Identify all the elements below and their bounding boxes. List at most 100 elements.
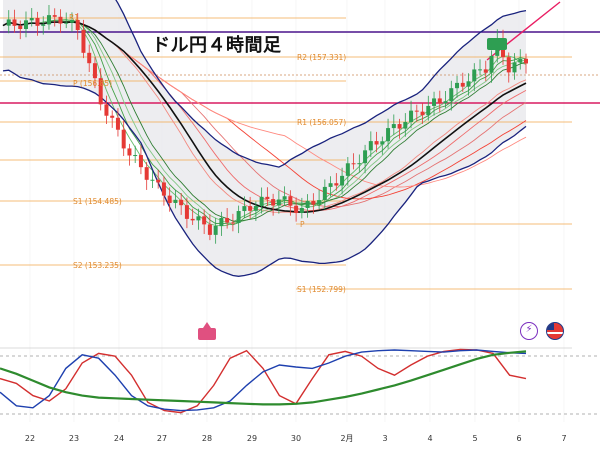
candle-body <box>184 205 189 219</box>
upper-band-line <box>115 0 527 168</box>
candle-body <box>150 179 155 181</box>
candle-body <box>12 19 17 26</box>
indicator-line <box>0 348 527 414</box>
candle-body <box>253 206 258 211</box>
candle-body <box>23 20 28 29</box>
candle-body <box>472 69 477 82</box>
candle-body <box>460 82 465 87</box>
candle-body <box>489 55 494 73</box>
candle-body <box>225 218 230 223</box>
candle-body <box>455 82 460 89</box>
candle-body <box>18 25 23 29</box>
candle-body <box>230 222 235 224</box>
candle-body <box>305 200 310 208</box>
candle-body <box>75 19 80 31</box>
candle-body <box>443 101 448 104</box>
candle-body <box>426 105 431 116</box>
candle-body <box>196 216 201 221</box>
candle-body <box>92 63 97 79</box>
envelope-fill <box>3 0 526 277</box>
x-tick-label: 2月 <box>340 434 353 443</box>
indicator-line <box>0 350 527 406</box>
candle-body <box>299 207 304 213</box>
pivot-label: S2 (153.235) <box>73 261 122 270</box>
pivot-label: R1 (156.057) <box>297 118 346 127</box>
candle-body <box>81 30 86 53</box>
x-tick-label: 7 <box>561 434 566 443</box>
candle-body <box>420 111 425 116</box>
candle-body <box>161 182 166 196</box>
candle-body <box>121 129 126 149</box>
chart-title: ドル円４時間足 <box>152 35 282 56</box>
pivot-label: P (156.85) <box>73 79 112 88</box>
candle-body <box>29 17 34 21</box>
us-flag-icon[interactable] <box>546 322 564 340</box>
candle-body <box>6 19 11 26</box>
candle-body <box>248 206 253 211</box>
x-tick-label: 6 <box>516 434 521 443</box>
candle-body <box>478 69 483 71</box>
candle-body <box>345 163 350 176</box>
candle-body <box>138 155 143 168</box>
candle-body <box>202 216 207 225</box>
candle-body <box>127 148 132 156</box>
candle-body <box>282 196 287 200</box>
candle-body <box>397 124 402 129</box>
candle-body <box>288 196 293 206</box>
price-tag-box <box>198 328 216 340</box>
candle-body <box>52 15 57 17</box>
ma-line <box>2 21 527 222</box>
candle-body <box>506 57 511 73</box>
candle-body <box>322 186 327 201</box>
candle-body <box>518 58 523 63</box>
candle-body <box>219 218 224 227</box>
candle-body <box>41 24 46 26</box>
candle-body <box>207 224 212 235</box>
candle-body <box>35 17 40 26</box>
pivot-label: S1 (154.485) <box>73 197 122 206</box>
candle-body <box>357 163 362 165</box>
x-tick-label: 28 <box>202 434 212 443</box>
x-tick-label: 3 <box>382 434 387 443</box>
candle-body <box>328 183 333 187</box>
indicator-line <box>0 349 527 412</box>
candle-body <box>190 218 195 221</box>
x-tick-label: 22 <box>25 434 35 443</box>
candle-body <box>437 98 442 104</box>
candle-body <box>259 196 264 207</box>
x-tick-label: 30 <box>291 434 301 443</box>
x-tick-label: 4 <box>427 434 432 443</box>
candle-body <box>317 200 322 205</box>
candle-body <box>409 110 414 122</box>
candle-body <box>115 117 120 130</box>
candle-body <box>46 15 51 25</box>
candle-body <box>449 88 454 102</box>
x-tick-label: 5 <box>472 434 477 443</box>
candle-body <box>265 196 270 200</box>
pivot-label: S1 (152.799) <box>297 285 346 294</box>
candle-body <box>179 199 184 206</box>
candle-body <box>294 205 299 213</box>
annotation-label: R1 <box>69 13 79 22</box>
candle-body <box>87 52 92 64</box>
candle-body <box>133 155 138 157</box>
x-tick-label: 24 <box>114 434 124 443</box>
candle-body <box>69 19 74 23</box>
candle-body <box>391 124 396 129</box>
candle-body <box>466 81 471 87</box>
candle-body <box>276 199 281 206</box>
candle-body <box>173 199 178 203</box>
candle-body <box>340 175 345 186</box>
candle-body <box>236 211 241 223</box>
candle-body <box>144 167 149 180</box>
candle-body <box>512 62 517 73</box>
candle-body <box>368 141 373 151</box>
candle-body <box>483 69 488 73</box>
candle-body <box>334 183 339 186</box>
candle-body <box>213 226 218 235</box>
candle-body <box>98 78 103 105</box>
lightning-icon[interactable]: ⚡ <box>520 322 538 340</box>
x-tick-label: 23 <box>69 434 79 443</box>
